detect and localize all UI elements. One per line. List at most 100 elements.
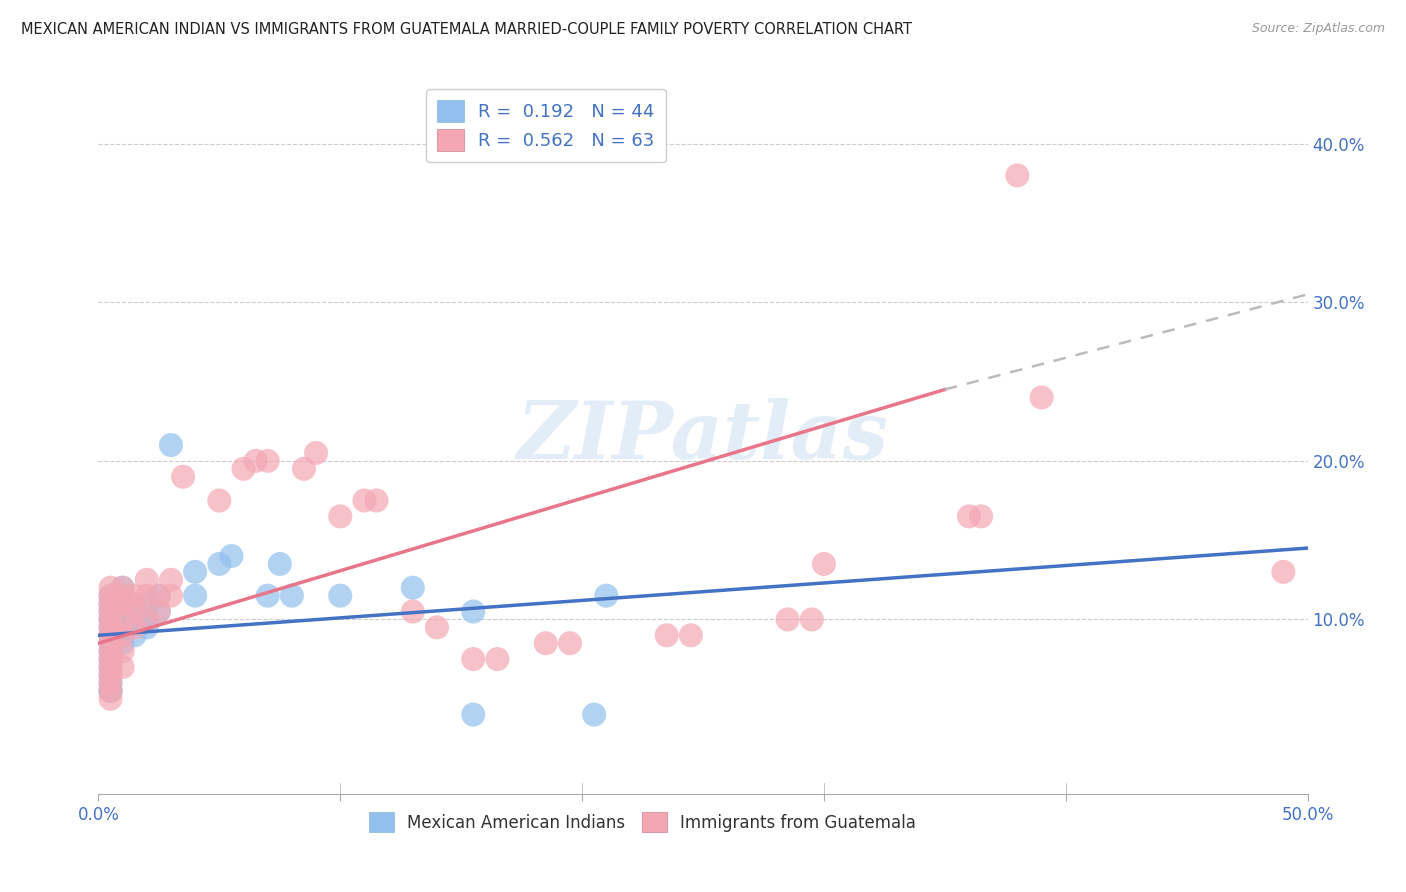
Point <box>583 707 606 722</box>
Point <box>100 597 122 611</box>
Text: MEXICAN AMERICAN INDIAN VS IMMIGRANTS FROM GUATEMALA MARRIED-COUPLE FAMILY POVER: MEXICAN AMERICAN INDIAN VS IMMIGRANTS FR… <box>21 22 912 37</box>
Point <box>124 605 146 619</box>
Point <box>800 612 823 626</box>
Point <box>100 589 122 603</box>
Point <box>111 612 134 626</box>
Point <box>100 605 122 619</box>
Point <box>256 589 278 603</box>
Point <box>135 612 157 626</box>
Point <box>100 589 122 603</box>
Point <box>111 605 134 619</box>
Point <box>124 628 146 642</box>
Point <box>184 565 207 579</box>
Point <box>100 644 122 658</box>
Text: ZIPatlas: ZIPatlas <box>517 399 889 475</box>
Point <box>100 605 122 619</box>
Point <box>111 589 134 603</box>
Point <box>100 676 122 690</box>
Point <box>124 597 146 611</box>
Point <box>256 454 278 468</box>
Point <box>100 620 122 634</box>
Point <box>111 636 134 650</box>
Point <box>463 652 485 666</box>
Point <box>148 589 170 603</box>
Point <box>100 612 122 626</box>
Point <box>245 454 267 468</box>
Point <box>281 589 304 603</box>
Point <box>135 597 157 611</box>
Point <box>111 620 134 634</box>
Point <box>679 628 702 642</box>
Point <box>329 589 352 603</box>
Point <box>595 589 617 603</box>
Point <box>111 644 134 658</box>
Legend: Mexican American Indians, Immigrants from Guatemala: Mexican American Indians, Immigrants fro… <box>363 805 922 839</box>
Point <box>402 581 425 595</box>
Point <box>353 493 375 508</box>
Point <box>111 581 134 595</box>
Point <box>1007 169 1029 183</box>
Point <box>100 676 122 690</box>
Point <box>100 683 122 698</box>
Point <box>305 446 328 460</box>
Point <box>463 707 485 722</box>
Point <box>135 612 157 626</box>
Point <box>124 605 146 619</box>
Point <box>463 605 485 619</box>
Point <box>208 557 231 571</box>
Point <box>100 660 122 674</box>
Point <box>160 438 183 452</box>
Point <box>184 589 207 603</box>
Point <box>135 589 157 603</box>
Point <box>655 628 678 642</box>
Point <box>111 628 134 642</box>
Point <box>100 668 122 682</box>
Point <box>776 612 799 626</box>
Point <box>100 691 122 706</box>
Point <box>100 620 122 634</box>
Point <box>269 557 291 571</box>
Point <box>124 589 146 603</box>
Point <box>558 636 581 650</box>
Point <box>111 660 134 674</box>
Point <box>402 605 425 619</box>
Point <box>111 581 134 595</box>
Point <box>232 462 254 476</box>
Point <box>111 589 134 603</box>
Point <box>1272 565 1295 579</box>
Point <box>111 597 134 611</box>
Point <box>1031 391 1053 405</box>
Point <box>135 620 157 634</box>
Point <box>100 581 122 595</box>
Point <box>486 652 509 666</box>
Point <box>100 660 122 674</box>
Point <box>813 557 835 571</box>
Point <box>111 628 134 642</box>
Point <box>124 612 146 626</box>
Point <box>100 652 122 666</box>
Point <box>111 612 134 626</box>
Point <box>292 462 315 476</box>
Point <box>366 493 388 508</box>
Point <box>100 636 122 650</box>
Point <box>160 589 183 603</box>
Point <box>135 573 157 587</box>
Point <box>111 597 134 611</box>
Point <box>100 628 122 642</box>
Point <box>100 683 122 698</box>
Point <box>208 493 231 508</box>
Point <box>957 509 980 524</box>
Point <box>160 573 183 587</box>
Point <box>124 620 146 634</box>
Point <box>100 636 122 650</box>
Point <box>100 668 122 682</box>
Point <box>221 549 243 563</box>
Point <box>100 683 122 698</box>
Point <box>148 605 170 619</box>
Point <box>100 597 122 611</box>
Point <box>426 620 449 634</box>
Point <box>148 589 170 603</box>
Point <box>172 469 194 483</box>
Point <box>329 509 352 524</box>
Point <box>100 628 122 642</box>
